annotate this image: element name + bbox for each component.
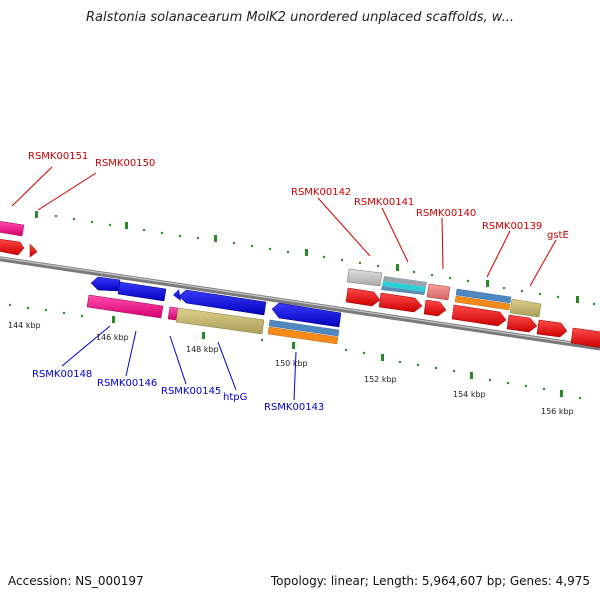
topology-text: Topology: linear; Length: 5,964,607 bp; … (270, 574, 590, 588)
map-title: Ralstonia solanacearum MolK2 unordered u… (85, 10, 514, 25)
top-leader-lines (11, 166, 557, 287)
accession-text: Accession: NS_000197 (8, 574, 144, 588)
upper-tick-row (35, 211, 596, 306)
bottom-leader-lines (61, 325, 297, 401)
bottom-features[interactable] (86, 276, 342, 345)
scale-label-152: 152 kbp (364, 375, 397, 384)
scale-label-144: 144 kbp (8, 321, 41, 330)
top-right-features[interactable] (345, 268, 600, 348)
gene-label-RSMK00142[interactable]: RSMK00142 (291, 187, 351, 198)
genome-backbone (0, 256, 600, 351)
gene-label-htpG[interactable]: htpG (223, 392, 247, 403)
gene-label-RSMK00143[interactable]: RSMK00143 (264, 402, 324, 413)
scale-label-154: 154 kbp (453, 390, 486, 399)
gene-label-RSMK00140[interactable]: RSMK00140 (416, 208, 476, 219)
gene-label-RSMK00148[interactable]: RSMK00148 (32, 369, 92, 380)
gene-label-RSMK00139[interactable]: RSMK00139 (482, 221, 542, 232)
gene-label-RSMK00145[interactable]: RSMK00145 (161, 386, 221, 397)
gene-label-RSMK00146[interactable]: RSMK00146 (97, 378, 157, 389)
top-left-features[interactable] (0, 221, 38, 258)
lower-tick-row (8, 303, 582, 400)
scale-label-156: 156 kbp (541, 407, 574, 416)
scale-label-148: 148 kbp (186, 345, 219, 354)
gene-label-gstE[interactable]: gstE (547, 230, 569, 241)
gene-label-RSMK00150[interactable]: RSMK00150 (95, 158, 155, 169)
gene-label-RSMK00141[interactable]: RSMK00141 (354, 197, 414, 208)
scale-label-150: 150 kbp (275, 359, 308, 368)
scale-label-146: 146 kbp (96, 333, 129, 342)
gene-label-RSMK00151[interactable]: RSMK00151 (28, 151, 88, 162)
